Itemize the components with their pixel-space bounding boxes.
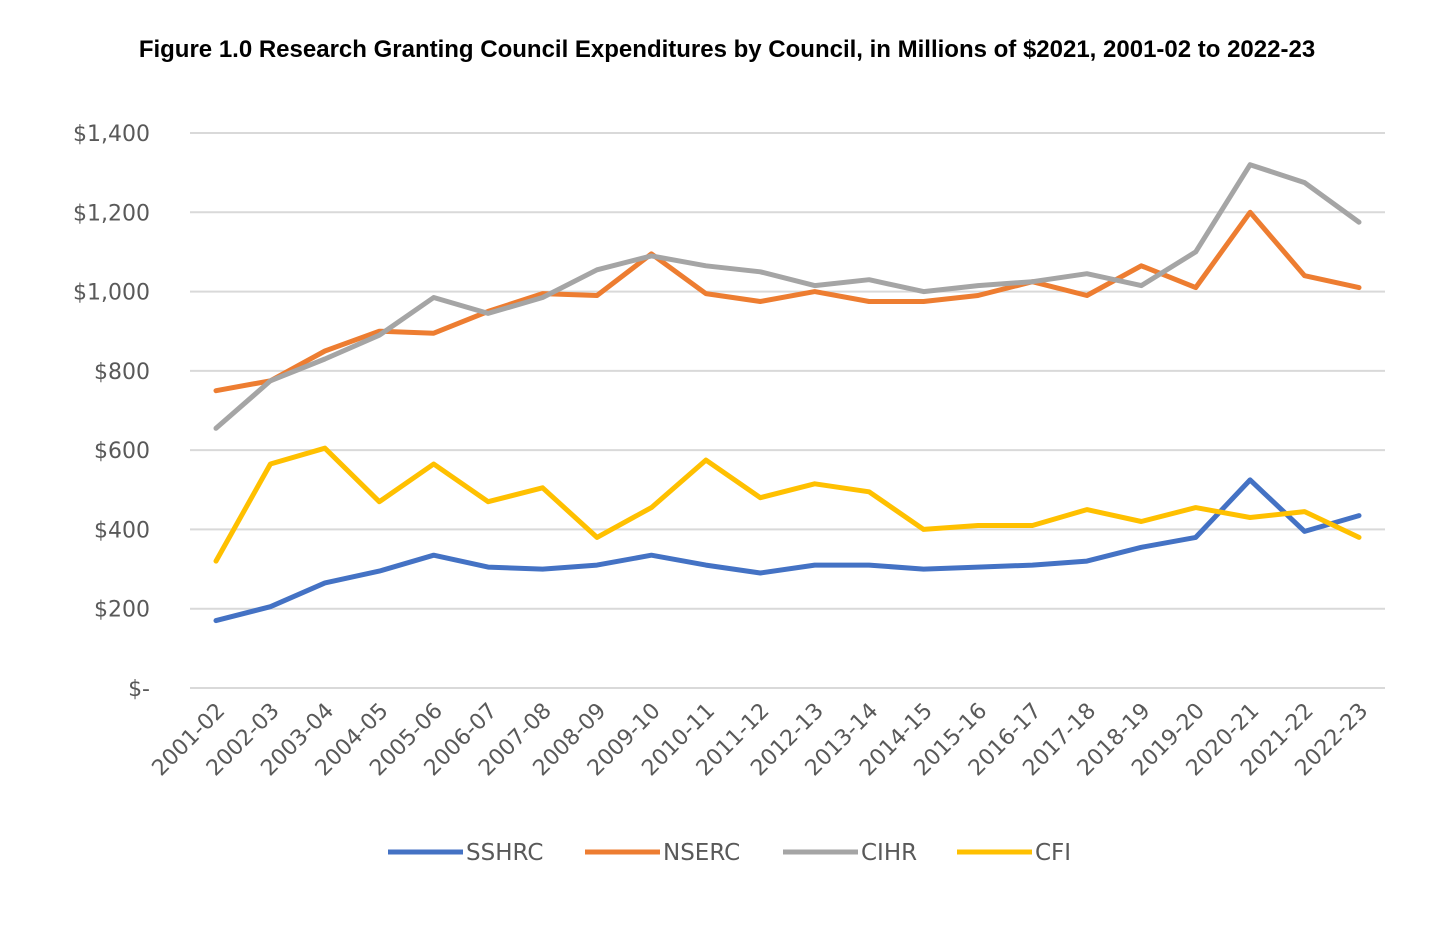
y-tick-label: $800	[94, 360, 150, 385]
legend-label-cfi: CFI	[1035, 840, 1071, 866]
y-tick-label: $-	[128, 677, 150, 702]
y-tick-label: $600	[94, 439, 150, 464]
y-tick-label: $200	[94, 598, 150, 623]
chart-title: Figure 1.0 Research Granting Council Exp…	[139, 36, 1315, 63]
legend-label-nserc: NSERC	[663, 840, 740, 866]
series-line-nserc	[213, 209, 1362, 394]
y-tick-label: $1,400	[73, 122, 150, 147]
series-line-cihr	[213, 162, 1362, 431]
legend-label-cihr: CIHR	[861, 840, 917, 866]
y-tick-label: $1,000	[73, 281, 150, 306]
y-tick-label: $400	[94, 518, 150, 543]
series-line-cfi	[213, 445, 1362, 564]
legend-label-sshrc: SSHRC	[466, 840, 543, 866]
y-tick-label: $1,200	[73, 201, 150, 226]
series-line-sshrc	[213, 477, 1362, 624]
